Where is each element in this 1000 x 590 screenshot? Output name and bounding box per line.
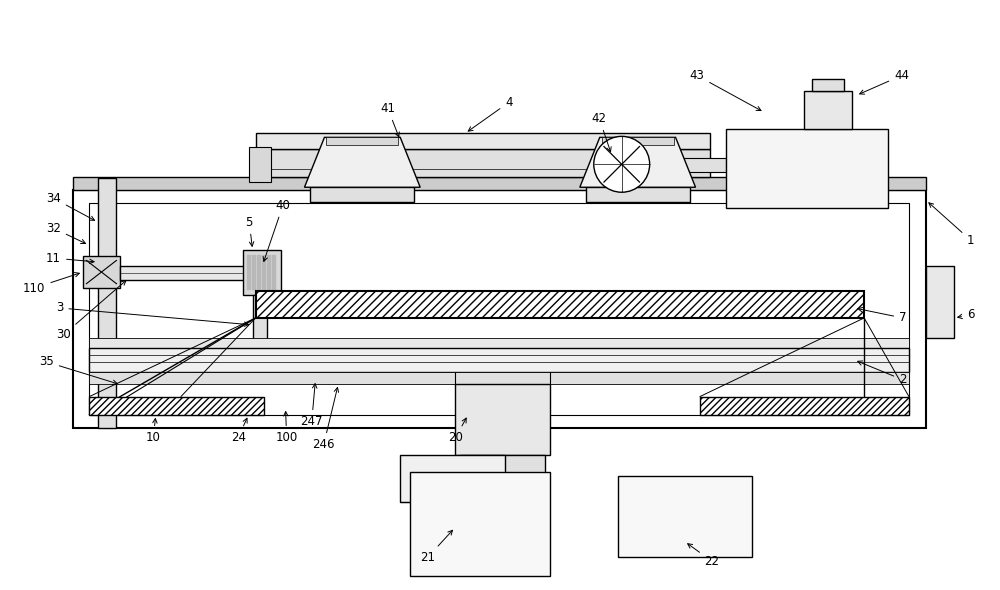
Bar [812, 78, 844, 91]
Text: 246: 246 [312, 388, 339, 451]
Bar [73, 177, 926, 190]
Text: 42: 42 [592, 112, 611, 152]
Text: 40: 40 [263, 199, 290, 261]
Bar [455, 384, 550, 455]
Bar [272, 255, 276, 290]
Bar [253, 295, 267, 348]
Bar [618, 476, 752, 558]
Bar [257, 255, 261, 290]
Bar [89, 203, 909, 415]
Bar [262, 255, 266, 290]
Text: 43: 43 [690, 69, 761, 110]
Bar [89, 348, 909, 372]
Bar [586, 187, 690, 202]
Circle shape [594, 136, 650, 192]
Text: 6: 6 [958, 309, 974, 322]
Bar [460, 455, 545, 480]
Text: 41: 41 [380, 102, 399, 137]
Bar [89, 396, 264, 415]
Text: 35: 35 [39, 355, 117, 385]
Bar [243, 250, 281, 295]
Bar [650, 158, 726, 172]
Text: 32: 32 [46, 222, 85, 244]
Bar [726, 129, 888, 208]
Text: 22: 22 [688, 544, 720, 568]
Text: 44: 44 [860, 69, 909, 94]
Text: 2: 2 [858, 361, 907, 386]
Bar [410, 471, 550, 576]
Text: 5: 5 [246, 216, 254, 246]
Bar [267, 255, 271, 290]
Text: 3: 3 [56, 301, 249, 326]
Polygon shape [304, 137, 420, 187]
Bar [256, 133, 710, 149]
Bar [83, 256, 120, 288]
Text: 247: 247 [300, 384, 323, 428]
Bar [926, 266, 954, 338]
Bar [89, 372, 909, 384]
Bar [326, 137, 398, 145]
Text: 20: 20 [448, 418, 466, 444]
Text: 11: 11 [46, 251, 94, 264]
Text: 110: 110 [23, 273, 79, 294]
Text: 10: 10 [146, 418, 161, 444]
Bar [256, 291, 864, 318]
Bar [98, 178, 116, 428]
Text: 7: 7 [858, 307, 907, 324]
Bar [89, 338, 909, 348]
Bar [804, 91, 852, 129]
Bar [249, 148, 271, 182]
Text: 4: 4 [468, 96, 512, 131]
Bar [700, 396, 909, 415]
Text: 1: 1 [929, 203, 974, 247]
Text: 21: 21 [420, 530, 452, 564]
Bar [73, 190, 926, 428]
Polygon shape [580, 137, 696, 187]
Text: 34: 34 [46, 192, 95, 220]
Bar [247, 255, 251, 290]
Bar [602, 137, 674, 145]
Bar [256, 149, 710, 177]
Bar [310, 187, 414, 202]
Text: 24: 24 [231, 418, 247, 444]
Text: 30: 30 [56, 281, 126, 342]
Bar [120, 266, 258, 280]
Bar [400, 455, 505, 501]
Bar [252, 255, 256, 290]
Text: 100: 100 [276, 412, 298, 444]
